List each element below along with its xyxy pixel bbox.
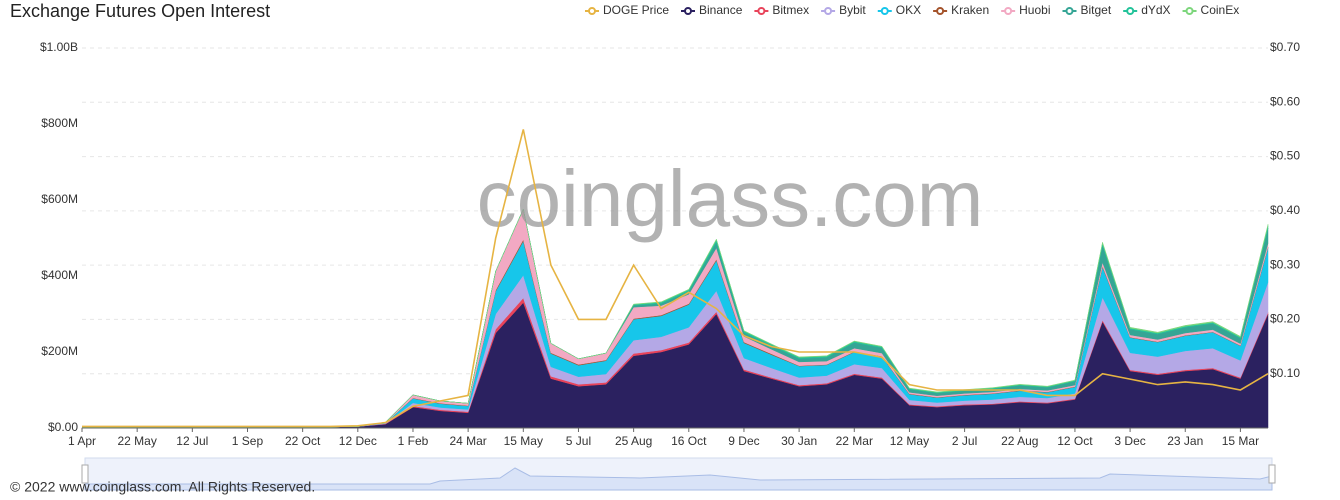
- legend-marker: [1065, 7, 1074, 15]
- legend-label: CoinEx: [1201, 3, 1240, 17]
- y-tick-label: $0.00: [48, 420, 78, 434]
- x-tick-label: 15 Mar: [1222, 434, 1259, 448]
- x-tick-label: 24 Mar: [449, 434, 486, 448]
- legend-marker: [1126, 7, 1135, 15]
- legend-label: Kraken: [951, 3, 989, 17]
- x-tick-label: 12 May: [890, 434, 929, 448]
- zoom-slider[interactable]: [81, 457, 1276, 491]
- legend-item[interactable]: CoinEx: [1182, 3, 1240, 17]
- y-tick-label: $800M: [41, 116, 78, 130]
- x-tick-label: 22 Aug: [1001, 434, 1038, 448]
- x-tick-label: 12 Jul: [176, 434, 208, 448]
- legend-marker: [936, 7, 945, 15]
- legend-item[interactable]: Huobi: [1001, 3, 1051, 17]
- legend-item[interactable]: Bybit: [821, 3, 866, 17]
- x-tick-label: 30 Jan: [781, 434, 817, 448]
- legend-label: Bitget: [1081, 3, 1112, 17]
- lines: [82, 129, 1269, 428]
- x-tick-label: 5 Jul: [566, 434, 591, 448]
- legend-marker: [757, 7, 766, 15]
- legend-item[interactable]: Kraken: [933, 3, 989, 17]
- area: [82, 208, 1269, 428]
- x-tick-label: 12 Dec: [339, 434, 377, 448]
- legend-marker: [880, 7, 889, 15]
- x-tick-label: 22 Mar: [836, 434, 873, 448]
- x-tick-label: 25 Aug: [615, 434, 652, 448]
- legend-marker: [1185, 7, 1194, 15]
- y2-tick-label: $0.40: [1270, 203, 1300, 217]
- x-tick-label: 1 Feb: [398, 434, 429, 448]
- y2-tick-label: $0.60: [1270, 94, 1300, 108]
- legend-marker: [824, 7, 833, 15]
- legend-item[interactable]: Binance: [681, 3, 743, 17]
- legend-label: Bybit: [839, 3, 866, 17]
- x-tick-label: 16 Oct: [671, 434, 707, 448]
- legend-marker: [588, 7, 596, 15]
- y2-tick-label: $0.70: [1270, 40, 1300, 54]
- y-tick-label: $600M: [41, 192, 78, 206]
- legend-label: DOGE Price: [603, 3, 669, 17]
- slider-handle[interactable]: [81, 464, 89, 484]
- slider-handle[interactable]: [1268, 464, 1276, 484]
- x-tick-label: 15 May: [504, 434, 543, 448]
- legend-marker: [684, 7, 693, 15]
- legend-label: OKX: [896, 3, 921, 17]
- x-tick-label: 22 May: [117, 434, 156, 448]
- footer: © 2022 www.coinglass.com. All Rights Res…: [10, 479, 315, 495]
- x-tick-label: 9 Dec: [728, 434, 759, 448]
- x-tick-label: 23 Jan: [1167, 434, 1203, 448]
- legend-item[interactable]: OKX: [877, 3, 921, 17]
- legend-label: Huobi: [1019, 3, 1050, 17]
- y-tick-label: $200M: [41, 344, 78, 358]
- watermark: coinglass.com: [477, 154, 984, 243]
- legend-item[interactable]: Bitmex: [754, 3, 809, 17]
- legend-label: Bitmex: [772, 3, 809, 17]
- x-tick-label: 1 Apr: [68, 434, 96, 448]
- y2-tick-label: $0.20: [1270, 312, 1300, 326]
- legend-item[interactable]: Bitget: [1062, 3, 1112, 17]
- x-tick-label: 2 Jul: [952, 434, 977, 448]
- legend-label: Binance: [699, 3, 743, 17]
- legend-item[interactable]: DOGE Price: [585, 3, 669, 17]
- x-tick-label: 1 Sep: [232, 434, 264, 448]
- legend-item[interactable]: dYdX: [1123, 3, 1171, 17]
- legend: DOGE Price Binance Bitmex Bybit OKX Kraken Huo…: [585, 3, 1239, 17]
- y-tick-label: $400M: [41, 268, 78, 282]
- y2-tick-label: $0.10: [1270, 366, 1300, 380]
- areas: [81, 208, 1269, 429]
- legend-marker: [1004, 7, 1013, 15]
- y2-tick-label: $0.50: [1270, 149, 1300, 163]
- x-tick-label: 3 Dec: [1114, 434, 1145, 448]
- legend-label: dYdX: [1141, 3, 1170, 17]
- x-tick-label: 12 Oct: [1057, 434, 1093, 448]
- y-tick-label: $1.00B: [40, 40, 78, 54]
- x-tick-label: 22 Oct: [285, 434, 321, 448]
- y2-tick-label: $0.30: [1270, 257, 1300, 271]
- axes: $0.00 $200M $400M $600M $800M $1.00B $0.10 $0.2…: [40, 40, 1300, 448]
- price-line: [82, 129, 1269, 428]
- chart-title: Exchange Futures Open Interest: [10, 1, 270, 21]
